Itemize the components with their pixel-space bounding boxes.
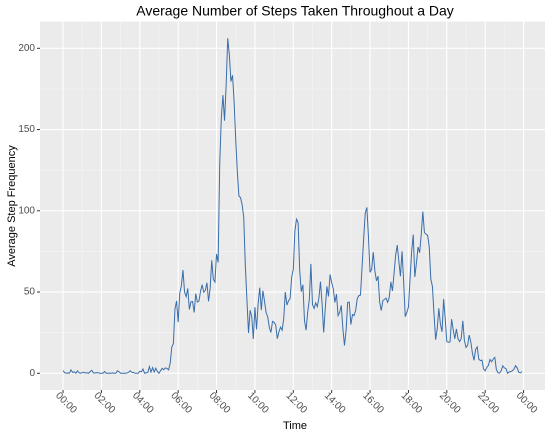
y-axis-title: Average Step Frequency [6, 145, 18, 267]
x-tick-label: 10:00 [245, 390, 271, 416]
x-tick-label: 22:00 [475, 390, 501, 416]
x-tick-label: 14:00 [322, 390, 348, 416]
x-tick-label: 00:00 [53, 390, 79, 416]
line [62, 38, 523, 375]
x-tick-label: 02:00 [92, 390, 118, 416]
x-tick-label: 08:00 [207, 390, 233, 416]
y-tick-label: 0 [29, 368, 35, 379]
x-tick-label: 00:00 [514, 390, 540, 416]
y-tick-label: 200 [18, 43, 35, 54]
x-tick-label: 06:00 [168, 390, 194, 416]
y-tick-label: 50 [24, 287, 36, 298]
x-tick-label: 16:00 [360, 390, 386, 416]
x-tick-label: 20:00 [437, 390, 463, 416]
chart-title: Average Number of Steps Taken Throughout… [136, 3, 454, 19]
panel [40, 21, 545, 390]
x-axis-title: Time [283, 420, 307, 432]
x-tick-label: 18:00 [399, 390, 425, 416]
y-tick-label: 100 [18, 205, 35, 216]
x-tick-label: 12:00 [283, 390, 309, 416]
y-tick-label: 150 [18, 124, 35, 135]
x-tick-label: 04:00 [130, 390, 156, 416]
